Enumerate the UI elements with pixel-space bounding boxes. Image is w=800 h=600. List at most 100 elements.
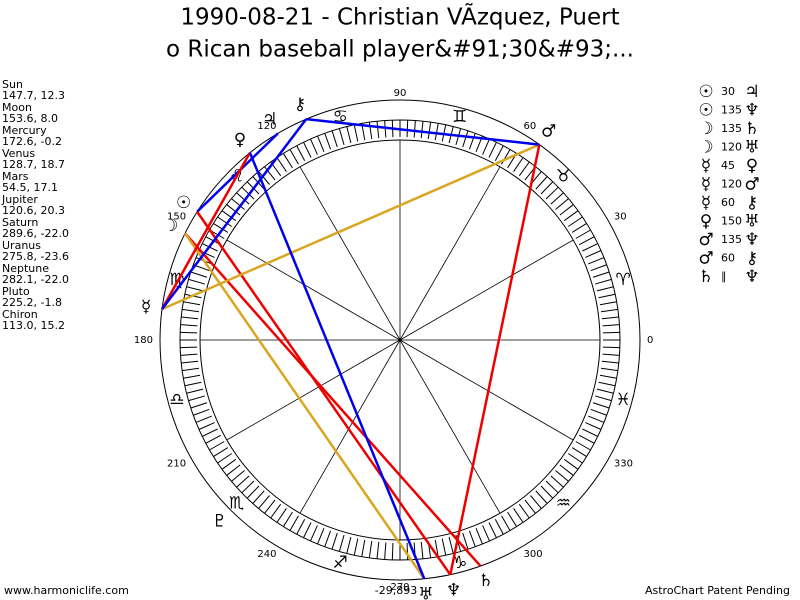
ring-tick xyxy=(182,308,200,313)
aspect-from: ☿ xyxy=(701,156,711,176)
planet-name: Sun xyxy=(2,78,23,91)
ring-tick xyxy=(579,434,595,444)
planet-name: Pluto xyxy=(2,285,30,298)
aspect-line xyxy=(449,144,541,575)
ring-tick xyxy=(494,145,504,161)
aspect-from: ☽ xyxy=(698,119,713,139)
ring-tick xyxy=(434,539,439,557)
zodiac-sign: ♓ xyxy=(616,390,631,410)
ring-tick xyxy=(180,353,198,356)
planet-name: Neptune xyxy=(2,262,49,275)
planet-glyph: ☉ xyxy=(176,193,191,213)
wheel-ticks xyxy=(180,120,620,560)
ring-tick xyxy=(559,464,574,476)
aspect-line xyxy=(306,117,540,146)
ring-tick xyxy=(575,441,591,451)
ring-tick xyxy=(494,519,504,535)
ring-tick xyxy=(180,324,198,327)
zodiac-sign: ♊ xyxy=(452,107,467,127)
degree-label: 150 xyxy=(167,212,186,223)
aspect-from: ♂ xyxy=(698,249,713,269)
aspect-to: ♆ xyxy=(744,230,759,250)
footer-right: AstroChart Patent Pending xyxy=(645,584,790,597)
aspect-to: ♃ xyxy=(744,82,759,102)
planet-glyph: ☽ xyxy=(163,216,178,236)
ring-tick xyxy=(524,499,536,514)
ring-tick xyxy=(592,271,610,278)
ring-tick xyxy=(361,539,366,557)
ring-tick xyxy=(310,525,318,542)
ring-tick xyxy=(601,360,619,364)
planet-name: Jupiter xyxy=(1,193,38,206)
ring-tick xyxy=(588,257,605,265)
ring-tick xyxy=(571,222,587,233)
ring-tick xyxy=(217,453,232,464)
degree-label: 240 xyxy=(257,549,276,560)
ring-tick xyxy=(598,381,616,387)
zodiac-sign: ♈ xyxy=(616,270,631,290)
title: 1990-08-21 - Christian VÃ­zquez, Puert xyxy=(180,3,619,31)
ring-tick xyxy=(434,123,439,141)
degree-label: 60 xyxy=(524,121,537,132)
ring-tick xyxy=(264,499,276,514)
aspect-from: ☿ xyxy=(701,175,711,195)
ring-tick xyxy=(258,495,270,509)
ring-tick xyxy=(600,308,618,313)
degree-label: 120 xyxy=(257,121,276,132)
ring-tick xyxy=(338,128,345,146)
ring-tick xyxy=(579,236,595,246)
aspect-angle: 120 xyxy=(721,178,742,191)
ring-tick xyxy=(592,402,610,409)
ring-tick xyxy=(518,161,530,177)
ring-tick xyxy=(183,374,201,379)
aspect-from: ♀ xyxy=(700,212,712,232)
ring-tick xyxy=(540,485,554,499)
aspect-angle: ∥ xyxy=(721,270,727,283)
planet-coords: 54.5, 17.1 xyxy=(2,181,58,194)
spoke xyxy=(399,339,501,514)
degree-label: 210 xyxy=(167,459,186,470)
aspect-to: ⚷ xyxy=(746,249,758,269)
ring-tick xyxy=(353,538,359,556)
aspect-angle: 120 xyxy=(721,141,742,154)
ring-tick xyxy=(575,229,591,239)
ring-tick xyxy=(195,415,212,423)
ring-tick xyxy=(427,122,432,140)
zodiac-sign: ♉ xyxy=(556,167,571,187)
aspect-line xyxy=(184,232,482,567)
ring-tick xyxy=(264,166,276,181)
aspect-from: ♄ xyxy=(698,267,713,287)
ring-tick xyxy=(209,441,225,451)
planet-coords: 275.8, -23.6 xyxy=(2,250,69,263)
planet-glyph: ♆ xyxy=(446,580,461,600)
ring-tick xyxy=(384,120,387,138)
ring-tick xyxy=(507,511,518,527)
degree-label: 0 xyxy=(647,335,653,346)
ring-tick xyxy=(599,374,617,379)
planet-coords: 120.6, 20.3 xyxy=(2,204,65,217)
aspect-to: ⚷ xyxy=(746,193,758,213)
ring-tick xyxy=(594,395,612,402)
planet-coords: 282.1, -22.0 xyxy=(2,273,69,286)
planet-coords: 147.7, 12.3 xyxy=(2,89,65,102)
planet-name: Mars xyxy=(2,170,29,183)
ring-tick xyxy=(513,508,524,523)
zodiac-sign: ♏ xyxy=(229,493,244,513)
ring-tick xyxy=(181,316,199,320)
ring-tick xyxy=(462,130,469,148)
ring-tick xyxy=(518,503,530,519)
planet-name: Venus xyxy=(2,147,35,160)
planet-coords: 172.6, -0.2 xyxy=(2,135,62,148)
ring-tick xyxy=(303,142,312,158)
ring-tick xyxy=(535,176,548,190)
ring-tick xyxy=(190,402,208,409)
ring-tick xyxy=(540,181,554,195)
planet-glyph: ♂ xyxy=(541,122,556,142)
planet-glyph: ♃ xyxy=(262,110,277,130)
ring-tick xyxy=(413,120,416,138)
ring-tick xyxy=(596,286,614,292)
aspect-from: ☉ xyxy=(698,101,713,121)
ring-tick xyxy=(368,122,373,140)
spoke xyxy=(299,166,401,341)
ring-tick xyxy=(563,458,579,470)
